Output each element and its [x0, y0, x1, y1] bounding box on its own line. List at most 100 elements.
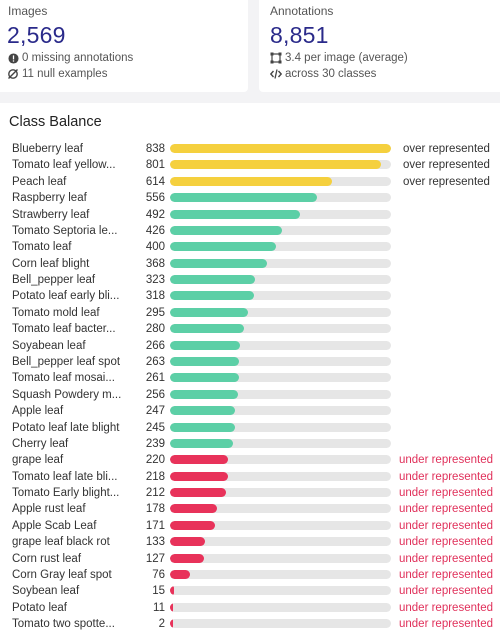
class-bar-track — [170, 307, 391, 317]
class-bar-track — [170, 455, 391, 465]
class-count: 280 — [145, 323, 165, 336]
class-name: Apple rust leaf — [12, 503, 86, 516]
class-bar-track — [170, 389, 391, 399]
class-name: Corn leaf blight — [12, 257, 90, 270]
code-icon — [270, 68, 282, 80]
class-bar-track — [170, 520, 391, 530]
class-name: grape leaf black rot — [12, 536, 110, 549]
class-name: Bell_pepper leaf spot — [12, 355, 121, 368]
annotations-card: Annotations 8,851 3.4 per image (average… — [259, 0, 500, 92]
under-represented-tag: under represented — [399, 470, 493, 483]
class-row: Tomato leaf late bli... 218 under represen… — [0, 469, 500, 485]
class-bar-fill — [170, 242, 276, 252]
class-count: 318 — [145, 290, 165, 303]
class-bar-track — [170, 537, 391, 547]
annotations-count: 8,851 — [270, 22, 329, 48]
class-name: Peach leaf — [12, 175, 67, 188]
class-name: Blueberry leaf — [12, 143, 83, 155]
class-count: 801 — [145, 159, 165, 172]
class-bar-track — [170, 193, 391, 203]
class-bar-fill — [170, 537, 206, 547]
class-bar-track — [170, 471, 391, 481]
class-bar-track — [170, 324, 391, 334]
class-bar-fill — [170, 193, 317, 203]
class-name: Bell_pepper leaf — [12, 274, 96, 286]
under-represented-tag: under represented — [399, 487, 493, 499]
missing-annotations-text: 0 missing annotations — [22, 52, 134, 64]
class-balance-panel: Class Balance Blueberry leaf 838 over repr… — [0, 103, 500, 640]
class-row: Tomato leaf mosai... 261 — [0, 370, 500, 386]
class-row: Tomato leaf 400 — [0, 239, 500, 255]
class-count: 263 — [145, 355, 165, 368]
class-row: Apple leaf 247 — [0, 403, 500, 419]
annotations-title: Annotations — [270, 4, 334, 18]
over-represented-tag: over represented — [403, 143, 490, 155]
class-bar-track — [170, 242, 391, 252]
class-count: 2 — [158, 618, 165, 630]
class-bar-track — [170, 340, 391, 350]
class-count: 492 — [145, 208, 165, 221]
class-bar-fill — [170, 586, 174, 596]
missing-annotations-line: 0 missing annotations — [7, 52, 133, 64]
class-count: 838 — [145, 143, 165, 155]
class-bar-track — [170, 258, 391, 268]
class-bar-fill — [170, 356, 240, 366]
class-name: Apple Scab Leaf — [12, 519, 97, 532]
class-count: 266 — [145, 339, 165, 352]
class-bar-track — [170, 438, 391, 448]
class-name: Squash Powdery m... — [12, 388, 122, 401]
class-bar-fill — [170, 258, 268, 268]
class-bar-track — [170, 504, 391, 514]
class-name: grape leaf — [12, 454, 64, 467]
class-bar-fill — [170, 389, 238, 399]
class-bar-track — [170, 602, 391, 612]
class-count: 11 — [153, 601, 165, 614]
class-row: grape leaf black rot 133 under represented — [0, 534, 500, 550]
class-name: Potato leaf — [12, 601, 67, 614]
classes-text: across 30 classes — [285, 68, 377, 80]
class-row: Tomato mold leaf 295 — [0, 305, 500, 321]
class-name: Strawberry leaf — [12, 208, 90, 221]
class-name: Potato leaf late blight — [12, 421, 120, 434]
images-card: Images 2,569 0 missing annotations 11 nu… — [0, 0, 248, 92]
class-row: Strawberry leaf 492 — [0, 207, 500, 223]
under-represented-tag: under represented — [399, 568, 493, 581]
class-count: 212 — [145, 487, 165, 499]
class-bar-track — [170, 209, 391, 219]
class-name: Tomato leaf bacter... — [12, 323, 116, 336]
class-bar-fill — [170, 471, 228, 481]
class-bar-fill — [170, 455, 228, 465]
class-row: Corn leaf blight 368 — [0, 256, 500, 272]
class-count: 15 — [152, 585, 165, 598]
class-bar-track — [170, 291, 391, 301]
class-count: 76 — [152, 568, 165, 581]
class-bar-fill — [170, 291, 254, 301]
class-row: Tomato Septoria le... 426 — [0, 223, 500, 239]
class-row: Tomato leaf bacter... 280 — [0, 321, 500, 337]
under-represented-tag: under represented — [399, 536, 493, 549]
class-bar-track — [170, 356, 391, 366]
class-name: Tomato Early blight... — [12, 487, 120, 499]
class-row: Cherry leaf 239 — [0, 436, 500, 452]
class-bar-fill — [170, 209, 300, 219]
class-bar-fill — [170, 438, 233, 448]
class-name: Tomato leaf — [12, 241, 72, 254]
class-row: Tomato leaf yellow... 801 over represented — [0, 157, 500, 173]
class-row: Apple rust leaf 178 under represented — [0, 501, 500, 517]
class-count: 247 — [145, 405, 165, 418]
class-count: 256 — [145, 388, 165, 401]
under-represented-tag: under represented — [399, 601, 493, 614]
images-title: Images — [8, 4, 48, 18]
class-count: 368 — [145, 257, 165, 270]
class-bar-track — [170, 373, 391, 383]
class-bar-fill — [170, 619, 173, 628]
class-name: Tomato Septoria le... — [12, 224, 118, 237]
class-bar-fill — [170, 422, 235, 432]
class-name: Tomato mold leaf — [12, 306, 100, 319]
class-count: 323 — [145, 274, 165, 286]
null-examples-text: 11 null examples — [22, 68, 108, 80]
class-bar-track — [170, 176, 391, 186]
class-bar-track — [170, 569, 391, 579]
class-count: 261 — [145, 372, 165, 385]
under-represented-tag: under represented — [399, 552, 493, 565]
